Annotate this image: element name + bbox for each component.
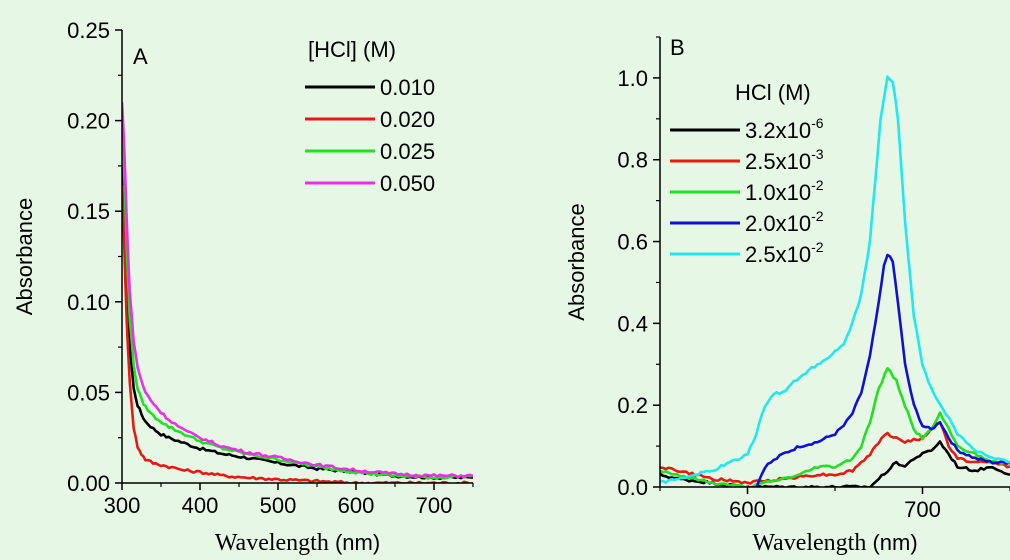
x-tick-label: 700 bbox=[416, 493, 453, 518]
legend-label: 0.010 bbox=[380, 75, 435, 100]
x-tick-label: 500 bbox=[260, 493, 297, 518]
legend-label: 2.0x10-2 bbox=[745, 208, 824, 236]
x-tick-label: 400 bbox=[182, 493, 219, 518]
x-axis-title: Wavelength (nm) bbox=[215, 530, 380, 556]
y-axis-title: Absorbance bbox=[12, 198, 37, 315]
legend-label: 2.5x10-2 bbox=[745, 239, 824, 267]
y-tick-label: 0.6 bbox=[617, 230, 648, 255]
y-tick-label: 0.20 bbox=[67, 109, 110, 134]
legend-title: HCl (M) bbox=[735, 80, 811, 105]
y-tick-label: 0.4 bbox=[617, 311, 648, 336]
y-tick-label: 0.25 bbox=[67, 18, 110, 43]
legend-label: 0.020 bbox=[380, 107, 435, 132]
legend-label: 0.025 bbox=[380, 139, 435, 164]
legend-title: [HCl] (M) bbox=[308, 37, 396, 62]
series-line-2.0x10-2 bbox=[747, 253, 1010, 487]
legend: HCl (M) 3.2x10-6 2.5x10-3 1.0x10-2 2.0x10-2 2… bbox=[670, 80, 824, 267]
y-tick-label: 0.0 bbox=[617, 475, 648, 500]
legend-label: 2.5x10-3 bbox=[745, 146, 824, 174]
chart-panel-B: 0.0 0.2 0.4 0.6 0.8 1.0 600 700 B Absorbance Wavel… bbox=[564, 35, 1010, 556]
legend-label: 0.050 bbox=[380, 171, 435, 196]
series-line-0.050 bbox=[122, 102, 473, 479]
legend: [HCl] (M) 0.010 0.020 0.025 0.050 bbox=[305, 37, 435, 196]
x-axis-title: Wavelength (nm) bbox=[752, 530, 917, 556]
y-axis-title: Absorbance bbox=[564, 203, 589, 320]
y-tick-label: 0.15 bbox=[67, 199, 110, 224]
series-line-1.0x10-2 bbox=[660, 366, 1010, 487]
x-tick-label: 600 bbox=[729, 497, 766, 522]
series-line-2.5x10-2 bbox=[660, 75, 1010, 485]
series-line-0.020 bbox=[122, 184, 473, 483]
legend-label: 1.0x10-2 bbox=[745, 177, 824, 205]
chart-panel-A: 0.00 0.05 0.10 0.15 0.20 0.25 300 400 500 600 700 A… bbox=[12, 18, 474, 556]
x-tick-label: 700 bbox=[904, 497, 941, 522]
series-line-2.5x10-3 bbox=[660, 420, 1010, 485]
x-tick-label: 600 bbox=[338, 493, 375, 518]
y-tick-label: 0.05 bbox=[67, 380, 110, 405]
legend-label: 3.2x10-6 bbox=[745, 115, 824, 143]
y-tick-label: 0.2 bbox=[617, 393, 648, 418]
y-tick-label: 0.00 bbox=[67, 471, 110, 496]
y-tick-label: 0.8 bbox=[617, 148, 648, 173]
panel-label: A bbox=[133, 44, 148, 69]
x-tick-label: 300 bbox=[104, 493, 141, 518]
y-tick-label: 1.0 bbox=[617, 66, 648, 91]
panel-label: B bbox=[670, 35, 685, 60]
y-tick-label: 0.10 bbox=[67, 290, 110, 315]
